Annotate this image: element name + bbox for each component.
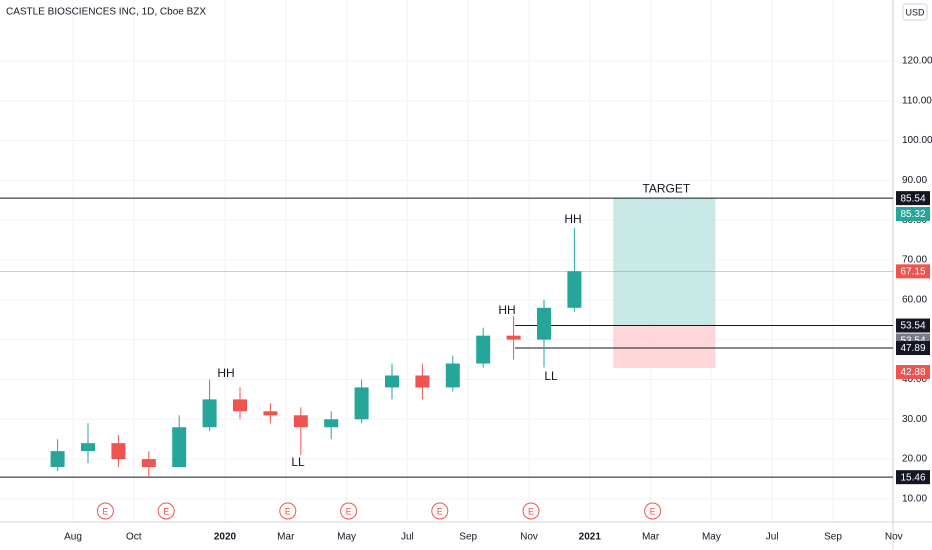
- x-tick-label: Jul: [766, 532, 779, 543]
- pattern-label: LL: [544, 369, 558, 383]
- candle-body: [293, 415, 308, 428]
- x-tick-label: May: [702, 532, 721, 543]
- earnings-label: E: [285, 506, 291, 516]
- pattern-label: HH: [564, 212, 581, 226]
- y-tick-label: 40.00: [902, 374, 927, 385]
- price-label: 15.46: [900, 472, 925, 483]
- x-tick-label: Nov: [520, 532, 538, 543]
- price-label-box: [896, 264, 930, 279]
- earnings-marker: [96, 502, 114, 520]
- x-tick-label: Oct: [126, 532, 142, 543]
- y-tick-label: 10.00: [902, 494, 927, 505]
- candle-body: [172, 427, 187, 468]
- candle-body: [202, 399, 217, 428]
- x-tick-label: Mar: [277, 532, 295, 543]
- price-label: 47.89: [900, 343, 925, 354]
- y-tick-label: 60.00: [902, 294, 927, 305]
- target-label: TARGET: [642, 181, 690, 195]
- earnings-label: E: [437, 506, 443, 516]
- chart-title: CASTLE BIOSCIENCES INC, 1D, Cboe BZX: [6, 7, 206, 18]
- earnings-marker: [340, 502, 358, 520]
- x-tick-label: Sep: [824, 532, 842, 543]
- pattern-label: HH: [498, 303, 515, 317]
- earnings-marker: [431, 502, 449, 520]
- earnings-label: E: [528, 506, 534, 516]
- candle-body: [233, 399, 247, 412]
- y-tick-label: 110.00: [902, 95, 932, 106]
- y-tick-label: 30.00: [902, 414, 927, 425]
- price-label-box: [896, 207, 930, 222]
- profit-zone: [613, 198, 716, 326]
- candle-body: [537, 307, 551, 340]
- pattern-label: HH: [217, 366, 234, 380]
- candle-body: [81, 443, 95, 452]
- y-tick-label: 20.00: [902, 454, 927, 465]
- price-label-box: [896, 191, 930, 206]
- x-tick-label: 2020: [214, 532, 237, 543]
- price-label: 85.32: [900, 209, 925, 220]
- candle-body: [506, 335, 521, 340]
- price-label-box: [896, 341, 930, 356]
- earnings-label: E: [102, 506, 108, 516]
- candle-body: [385, 375, 399, 388]
- earnings-label: E: [346, 506, 352, 516]
- price-label: 42.88: [900, 367, 925, 378]
- x-tick-label: Nov: [885, 532, 903, 543]
- y-tick-label: 90.00: [902, 175, 927, 186]
- price-label-box: [896, 470, 930, 485]
- currency[interactable]: USD: [905, 7, 925, 17]
- price-label: 53.54: [900, 321, 925, 332]
- earnings-marker: [522, 502, 540, 520]
- currency-button[interactable]: [902, 3, 928, 21]
- candle-body: [263, 411, 278, 416]
- pattern-label: LL: [291, 455, 305, 469]
- earnings-label: E: [650, 506, 656, 516]
- price-label: 67.15: [900, 266, 925, 277]
- x-tick-label: Sep: [459, 532, 477, 543]
- x-tick-label: Aug: [64, 532, 82, 543]
- price-label: 85.54: [900, 193, 925, 204]
- y-tick-label: 100.00: [902, 135, 932, 146]
- candle-body: [141, 459, 156, 468]
- y-tick-label: 70.00: [902, 255, 927, 266]
- price-label-box: [896, 364, 930, 379]
- x-tick-label: Mar: [642, 532, 660, 543]
- candle-body: [476, 335, 491, 364]
- earnings-marker: [279, 502, 297, 520]
- candle-body: [111, 443, 126, 460]
- price-label-box: [896, 318, 930, 333]
- candle-body: [415, 375, 430, 388]
- x-tick-label: May: [337, 532, 356, 543]
- candle-body: [354, 387, 369, 420]
- x-tick-label: 2021: [579, 532, 602, 543]
- earnings-marker: [644, 502, 662, 520]
- y-tick-label: 120.00: [902, 56, 932, 67]
- earnings-label: E: [163, 506, 169, 516]
- earnings-marker: [157, 502, 175, 520]
- loss-zone: [613, 325, 716, 368]
- candle-body: [50, 451, 65, 468]
- candle-body: [445, 363, 460, 388]
- candle-body: [567, 271, 582, 308]
- candle-body: [324, 419, 339, 428]
- x-tick-label: Jul: [401, 532, 414, 543]
